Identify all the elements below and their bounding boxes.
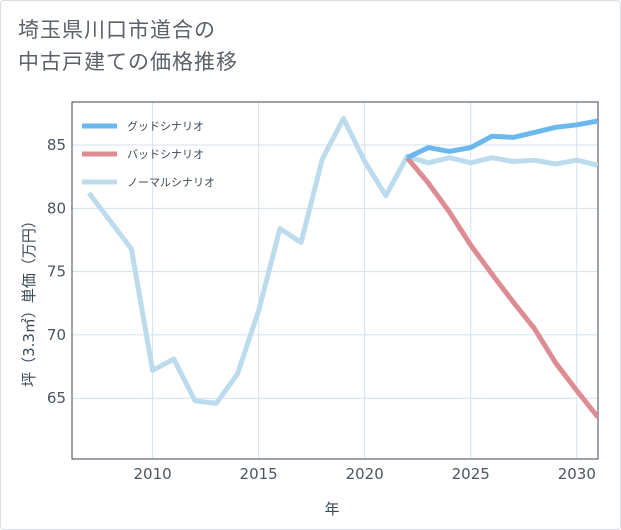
plot-area-border	[71, 101, 599, 460]
legend-label-normal: ノーマルシナリオ	[127, 176, 215, 189]
series-line-bad	[405, 156, 598, 419]
y-axis-title: 坪（3.3㎡）単価（万円）	[20, 213, 38, 387]
y-tick-label-75: 75	[47, 263, 66, 281]
chart-title-line-2: 中古戸建ての価格推移	[18, 50, 238, 74]
x-axis-title: 年	[324, 500, 339, 518]
series-line-good	[406, 118, 598, 160]
series-lines	[87, 116, 598, 419]
y-tick-label-65: 65	[47, 389, 66, 407]
chart-title: 埼玉県川口市道合の 中古戸建ての価格推移	[18, 14, 238, 78]
y-tick-label-70: 70	[47, 326, 66, 344]
x-tick-label-2025: 2025	[452, 465, 490, 483]
series-line-normal	[87, 116, 598, 406]
x-tick-label-2010: 2010	[134, 465, 172, 483]
x-tick-labels: 2010 2015 2020 2025 2030	[134, 465, 596, 483]
legend-label-bad: バッドシナリオ	[127, 148, 204, 161]
y-tick-label-80: 80	[47, 199, 66, 217]
x-tick-label-2015: 2015	[240, 465, 278, 483]
x-tick-label-2030: 2030	[558, 465, 596, 483]
y-tick-labels: 65 70 75 80 85	[47, 136, 66, 407]
chart-title-line-1: 埼玉県川口市道合の	[18, 18, 216, 42]
legend-label-good: グッドシナリオ	[127, 119, 204, 133]
y-tick-label-85: 85	[47, 136, 66, 154]
x-tick-label-2020: 2020	[346, 465, 384, 483]
